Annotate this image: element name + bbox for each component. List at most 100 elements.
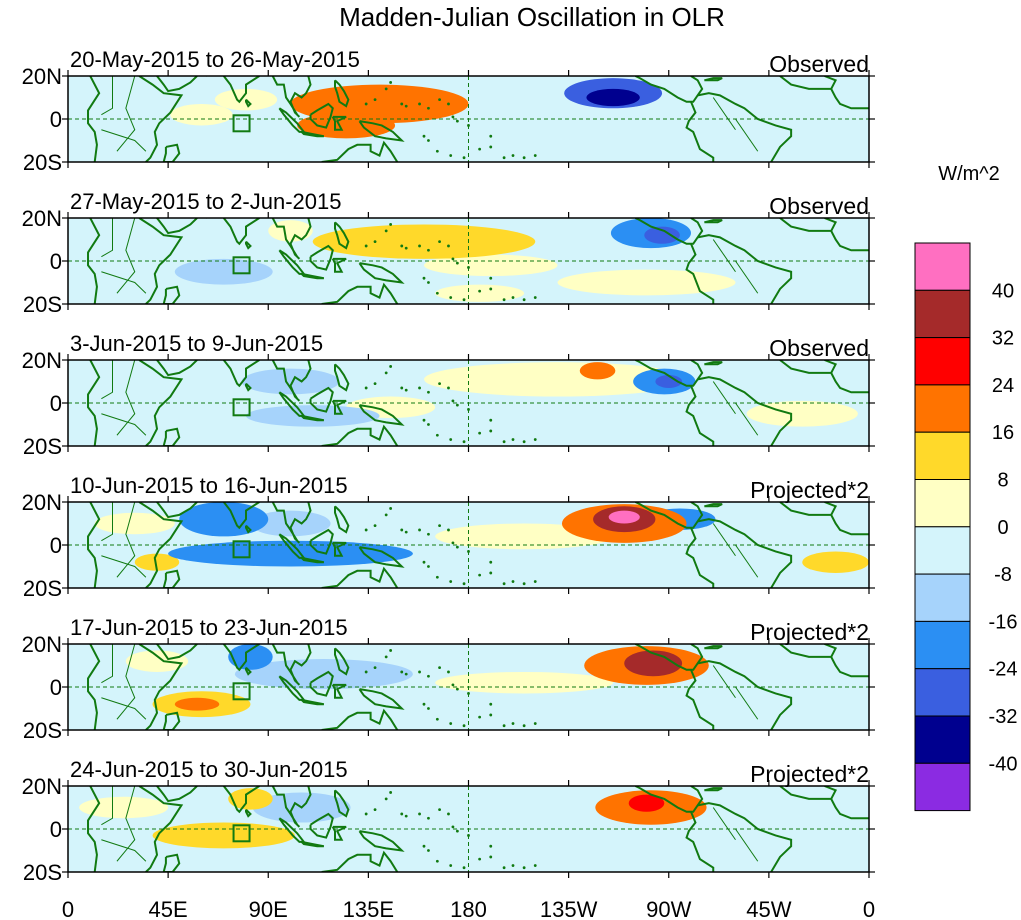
- lat-tick-label: 20S: [23, 150, 62, 175]
- anomaly-contour: [435, 284, 525, 302]
- lon-tick-label: 135W: [540, 897, 598, 920]
- island-dot: [435, 859, 439, 863]
- coastline: [87, 786, 101, 872]
- lon-tick-label: 90W: [646, 897, 691, 920]
- colorbar-swatch: [914, 384, 971, 433]
- island-dot: [427, 390, 430, 394]
- island-dot: [447, 670, 450, 674]
- island-dot: [422, 134, 426, 138]
- border-line: [101, 697, 147, 720]
- island-dot: [478, 857, 482, 861]
- island-dot: [449, 722, 453, 725]
- island-dot: [447, 386, 450, 390]
- island-dot: [533, 296, 537, 299]
- island-dot: [502, 724, 506, 728]
- anomaly-contour: [312, 224, 536, 259]
- island-dot: [422, 702, 426, 706]
- island-dot: [449, 296, 453, 299]
- coastline: [779, 644, 869, 678]
- island-dot: [533, 154, 537, 157]
- coastline: [634, 76, 704, 103]
- island-dot: [404, 104, 408, 108]
- island-dot: [435, 433, 439, 437]
- coastline: [358, 404, 405, 426]
- island-dot: [400, 102, 404, 106]
- lon-tick-label: 45W: [746, 897, 791, 920]
- island-dot: [455, 545, 459, 549]
- anomaly-contour: [170, 103, 233, 126]
- coastline: [704, 645, 723, 650]
- island-dot: [404, 672, 408, 676]
- lat-tick-label: 0: [50, 675, 62, 700]
- coastline: [300, 130, 325, 138]
- lat-tick-label: 0: [50, 533, 62, 558]
- coastline: [205, 786, 260, 814]
- anomaly-contour: [168, 540, 413, 567]
- coastline: [138, 360, 184, 446]
- coastlines: [87, 218, 869, 304]
- island-dot: [522, 440, 526, 444]
- island-dot: [435, 575, 439, 579]
- island-dot: [502, 298, 506, 302]
- coastline: [334, 221, 350, 250]
- island-dot: [400, 528, 404, 532]
- island-dot: [462, 866, 466, 870]
- colorbar-level-label: 24: [992, 375, 1014, 397]
- anomaly-contour: [628, 794, 665, 812]
- island-dot: [373, 666, 377, 670]
- coastline: [138, 786, 184, 872]
- border-line: [101, 129, 147, 152]
- coastline: [300, 414, 325, 422]
- coastline: [271, 76, 312, 118]
- lon-tick-label: 180: [450, 897, 487, 920]
- island-dot: [455, 829, 459, 833]
- island-dot: [462, 440, 466, 444]
- colorbar-level-label: 40: [992, 280, 1014, 302]
- lat-tick-label: 0: [50, 107, 62, 132]
- anomaly-contour: [746, 400, 858, 427]
- island-dot: [384, 87, 388, 91]
- coastline: [704, 361, 723, 366]
- island-dot: [478, 715, 482, 719]
- map-panel: 20N 0 20S 27-May-2015 to 2-Jun-2015 Observed: [22, 189, 875, 317]
- island-dot: [502, 156, 506, 160]
- lon-tick-label: 90E: [249, 897, 288, 920]
- coastlines: [87, 360, 869, 446]
- coastline: [331, 115, 347, 131]
- coastline: [138, 502, 184, 588]
- anomaly-contour: [735, 798, 847, 825]
- anomaly-contour: [357, 813, 447, 836]
- island-dot: [384, 513, 388, 517]
- coastline: [685, 101, 715, 162]
- coastline: [824, 644, 838, 658]
- island-dot: [511, 864, 515, 867]
- colorbar-swatch: [914, 479, 971, 528]
- panel-date-label: 27-May-2015 to 2-Jun-2015: [70, 189, 342, 214]
- island-dot: [489, 844, 493, 848]
- lat-tick-label: 20S: [23, 860, 62, 885]
- island-dot: [438, 382, 441, 386]
- island-dot: [438, 240, 441, 244]
- island-dot: [389, 791, 393, 794]
- border-line: [116, 360, 136, 436]
- border-line: [116, 218, 136, 294]
- border-line: [101, 502, 113, 542]
- island-dot: [533, 438, 537, 441]
- anomaly-contour: [228, 644, 273, 670]
- coastline: [245, 524, 252, 534]
- map-panel: 20N 0 20S 3-Jun-2015 to 9-Jun-2015 Observed: [22, 331, 875, 459]
- anomaly-contour: [608, 510, 640, 524]
- border-line: [101, 555, 147, 578]
- coastline: [271, 360, 312, 402]
- island-dot: [384, 229, 388, 233]
- lat-tick-label: 20S: [23, 718, 62, 743]
- reference-box: [232, 114, 251, 133]
- island-dot: [451, 541, 455, 545]
- coastline: [156, 360, 198, 377]
- coastline: [245, 808, 252, 818]
- lat-tick-label: 20N: [22, 490, 62, 515]
- island-dot: [533, 864, 537, 867]
- coastline: [271, 786, 312, 828]
- border-line: [735, 118, 759, 152]
